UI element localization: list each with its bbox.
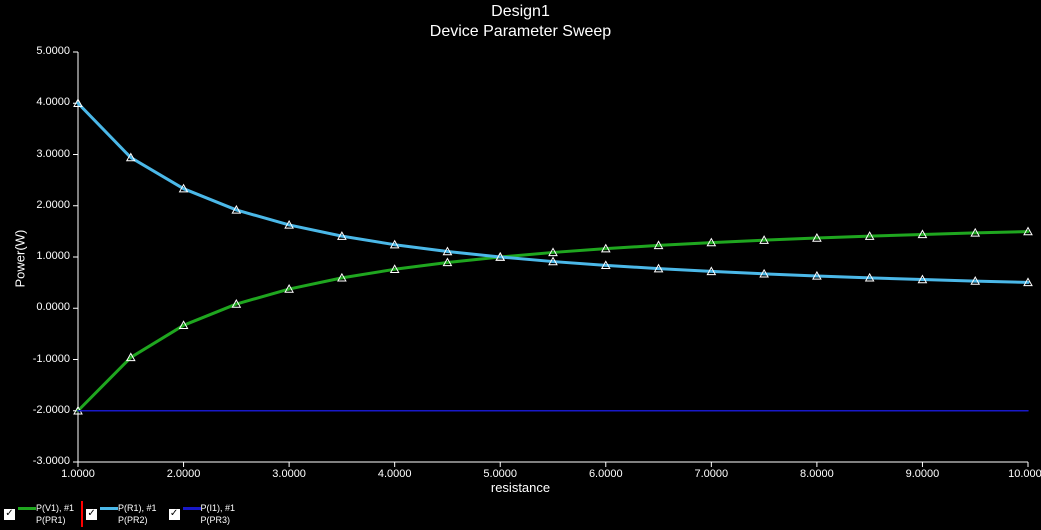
x-axis-label: resistance <box>0 480 1041 495</box>
legend-text-pv1: P(V1), #1 P(PR1) <box>36 502 74 526</box>
legend-top-pr1: P(R1), #1 <box>118 502 157 514</box>
legend-bottom-pi1: P(PR3) <box>201 514 236 526</box>
checkbox-icon[interactable]: ✓ <box>169 509 180 520</box>
legend-divider <box>81 501 83 527</box>
legend-text-pi1: P(I1), #1 P(PR3) <box>201 502 236 526</box>
legend-swatch-pi1 <box>183 507 201 510</box>
legend-bottom-pr1: P(PR2) <box>118 514 157 526</box>
legend-swatch-pr1 <box>100 507 118 510</box>
plot-svg <box>0 0 1041 500</box>
checkbox-icon[interactable]: ✓ <box>86 509 97 520</box>
legend-bottom-pv1: P(PR1) <box>36 514 74 526</box>
chart-container: Design1 Device Parameter Sweep Power(W) … <box>0 0 1041 530</box>
legend-swatch-pv1 <box>18 507 36 510</box>
checkbox-icon[interactable]: ✓ <box>4 509 15 520</box>
legend: ✓ P(V1), #1 P(PR1) ✓ P(R1), #1 P(PR2) ✓ … <box>4 500 239 528</box>
legend-item-pi1[interactable]: ✓ P(I1), #1 P(PR3) <box>169 500 240 528</box>
legend-item-pv1[interactable]: ✓ P(V1), #1 P(PR1) <box>4 500 78 528</box>
legend-top-pi1: P(I1), #1 <box>201 502 236 514</box>
legend-top-pv1: P(V1), #1 <box>36 502 74 514</box>
legend-item-pr1[interactable]: ✓ P(R1), #1 P(PR2) <box>86 500 161 528</box>
legend-text-pr1: P(R1), #1 P(PR2) <box>118 502 157 526</box>
